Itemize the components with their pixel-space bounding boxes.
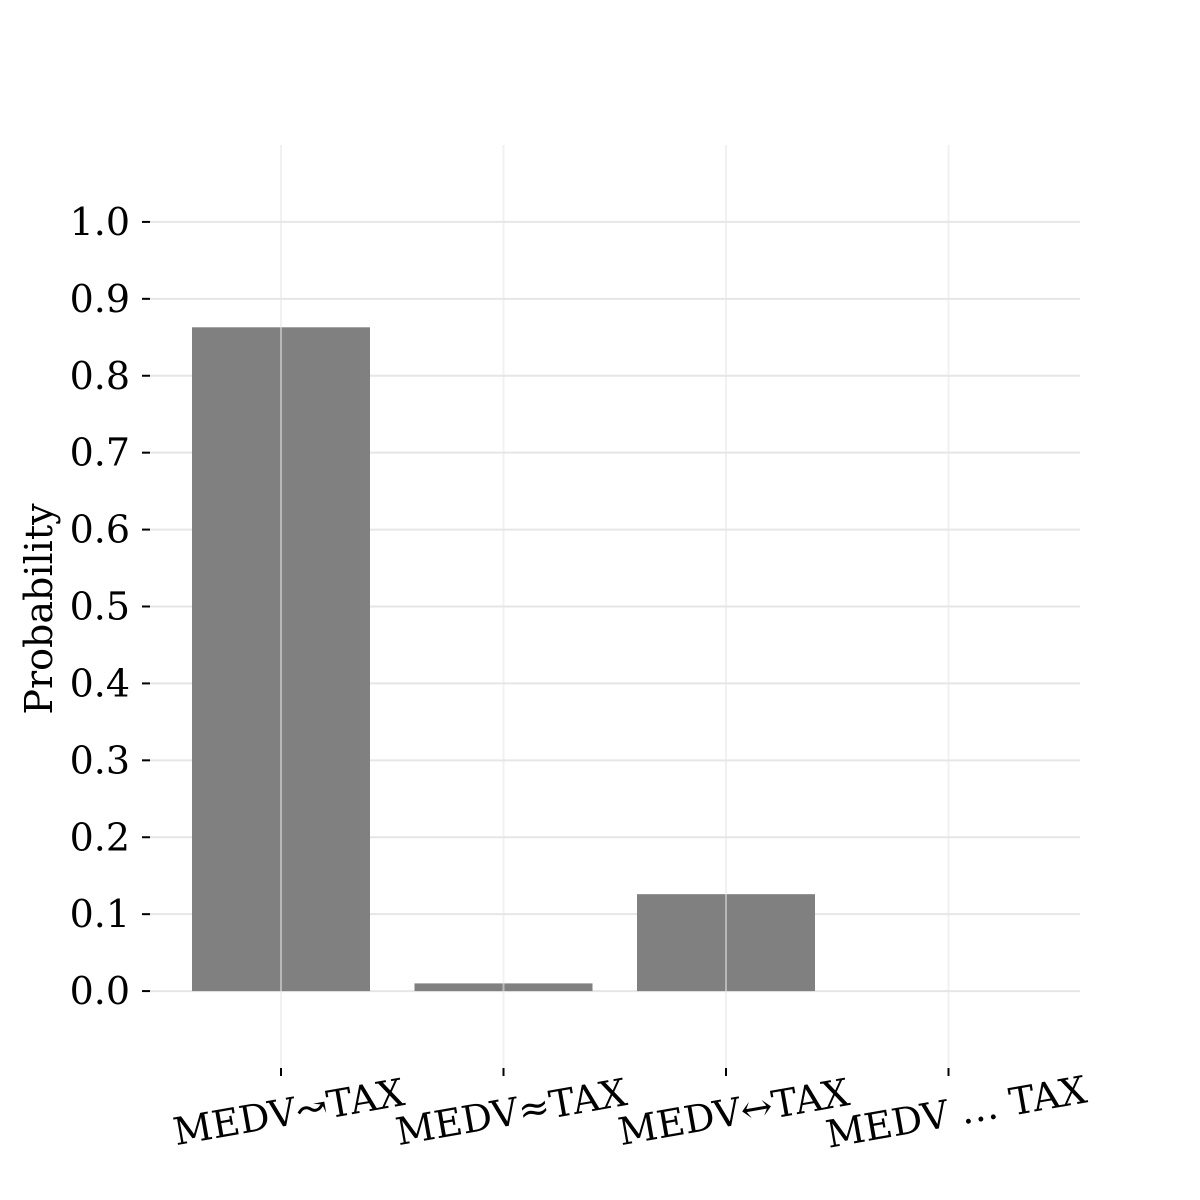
y-tick-label: 1.0 <box>70 200 130 244</box>
x-tick-label: MEDV↝TAX <box>170 1070 408 1154</box>
y-tick-label: 0.6 <box>70 508 130 552</box>
y-tick-label: 0.3 <box>70 738 130 782</box>
y-tick-label: 0.2 <box>70 815 130 859</box>
y-tick-label: 0.0 <box>70 969 130 1013</box>
y-tick-label: 0.5 <box>70 585 130 629</box>
y-tick-label: 0.9 <box>70 277 130 321</box>
x-tick-label: MEDV↔TAX <box>615 1070 853 1154</box>
y-tick-label: 0.7 <box>70 431 130 475</box>
y-tick-label: 0.4 <box>70 661 130 705</box>
vertical-grid-layer <box>280 145 950 1068</box>
x-tick-label: MEDV … TAX <box>823 1068 1090 1157</box>
x-tick-label: MEDV≈TAX <box>392 1070 630 1154</box>
y-tick-label: 0.8 <box>70 354 130 398</box>
y-axis: 0.0 0.1 0.2 0.3 0.4 0.5 0.6 0.7 0.8 0.9 1.0 <box>70 200 150 1013</box>
y-tick-label: 0.1 <box>70 892 130 936</box>
y-axis-label: Probability <box>17 503 61 715</box>
